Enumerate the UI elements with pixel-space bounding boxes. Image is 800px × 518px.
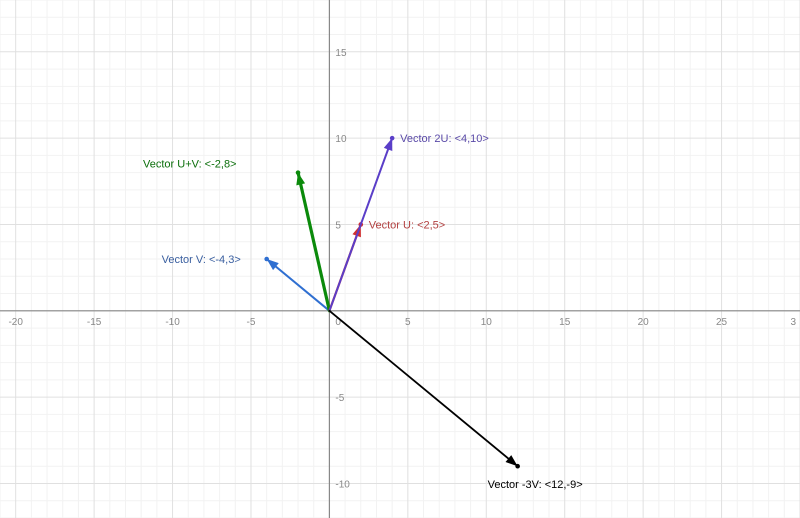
vec_m3v-tip bbox=[515, 464, 520, 469]
svg-text:15: 15 bbox=[335, 48, 347, 59]
vec_2u-tip bbox=[390, 136, 395, 141]
svg-text:10: 10 bbox=[335, 134, 347, 145]
svg-text:-10: -10 bbox=[165, 317, 180, 328]
vec_u_plus_v-label: Vector U+V: <-2,8> bbox=[143, 159, 236, 171]
vec_u_plus_v-tip bbox=[296, 170, 301, 175]
svg-text:-10: -10 bbox=[335, 479, 350, 490]
svg-text:10: 10 bbox=[481, 317, 493, 328]
svg-text:-5: -5 bbox=[335, 393, 344, 404]
svg-text:-5: -5 bbox=[247, 317, 256, 328]
svg-text:20: 20 bbox=[638, 317, 650, 328]
grid-minor bbox=[0, 0, 800, 518]
vec_v-label: Vector V: <-4,3> bbox=[162, 254, 241, 266]
tick-labels: -20-15-10-55101520253-10-5510150 bbox=[8, 48, 796, 491]
vectors: Vector V: <-4,3> Vector U+V: <-2,8> Vector… bbox=[143, 133, 583, 491]
vec_u-label: Vector U: <2,5> bbox=[369, 219, 445, 231]
vector-plot: -20-15-10-55101520253-10-5510150Vector V… bbox=[0, 0, 800, 518]
svg-text:3: 3 bbox=[790, 317, 796, 328]
vec_v-tip bbox=[264, 257, 269, 262]
svg-text:25: 25 bbox=[716, 317, 728, 328]
svg-text:-15: -15 bbox=[87, 317, 102, 328]
svg-text:5: 5 bbox=[405, 317, 411, 328]
vec_m3v-label: Vector -3V: <12,-9> bbox=[488, 479, 583, 491]
svg-text:15: 15 bbox=[559, 317, 571, 328]
vec_2u-label: Vector 2U: <4,10> bbox=[400, 133, 489, 145]
svg-text:-20: -20 bbox=[8, 317, 23, 328]
svg-text:5: 5 bbox=[335, 220, 341, 231]
